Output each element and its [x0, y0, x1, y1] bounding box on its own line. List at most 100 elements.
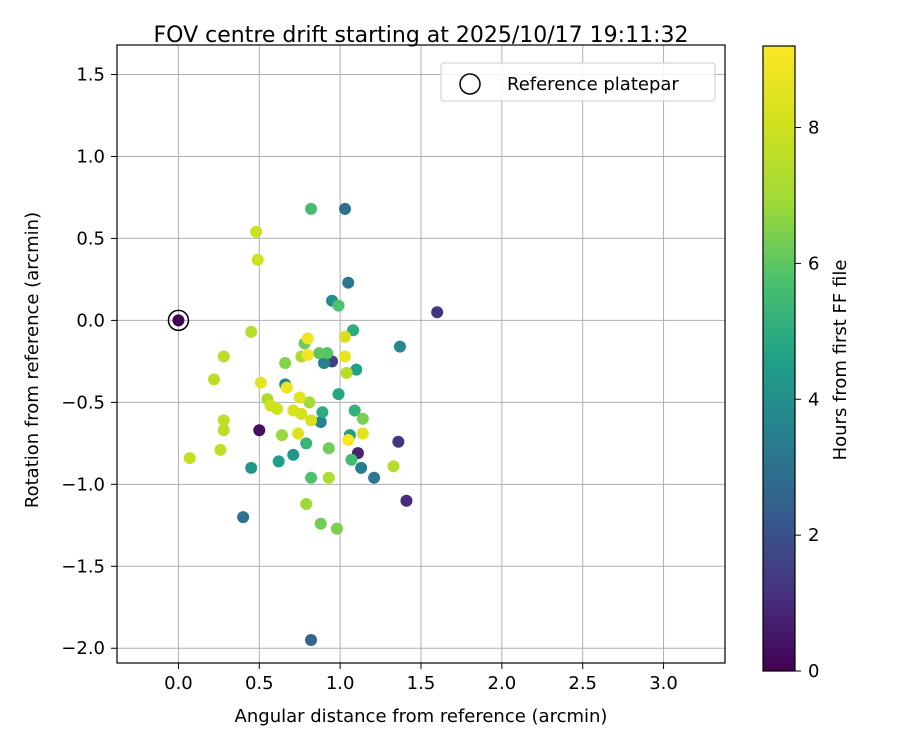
colorbar-tick-label: 4 [808, 389, 819, 410]
scatter-point [330, 522, 343, 535]
scatter-point [350, 363, 363, 376]
scatter-point [251, 253, 264, 266]
x-tick-label: 2.5 [568, 673, 597, 694]
y-axis-label: Rotation from reference (arcmin) [22, 212, 43, 508]
scatter-point [314, 517, 327, 530]
scatter-point [217, 414, 230, 427]
scatter-point [237, 511, 250, 524]
scatter-point [301, 332, 314, 345]
x-tick-label: 2.0 [488, 673, 517, 694]
scatter-point [392, 435, 405, 448]
x-tick-label: 1.5 [407, 673, 436, 694]
x-tick-label: 3.0 [649, 673, 678, 694]
scatter-point [287, 448, 300, 461]
scatter-point [214, 443, 227, 456]
scatter-point [300, 497, 313, 510]
scatter-point [347, 324, 360, 337]
scatter-point [250, 225, 263, 238]
scatter-point [368, 471, 381, 484]
y-tick-label: 1.0 [76, 146, 105, 167]
x-tick-label: 1.0 [326, 673, 355, 694]
scatter-point [345, 453, 358, 466]
scatter-point [301, 348, 314, 361]
scatter-point [305, 634, 318, 647]
scatter-point [355, 461, 368, 474]
scatter-point [316, 406, 329, 419]
scatter-point [271, 402, 284, 415]
scatter-point [305, 471, 318, 484]
scatter-point [339, 330, 351, 343]
scatter-point [400, 494, 413, 507]
scatter-point [303, 396, 316, 409]
colorbar-tick-label: 2 [808, 525, 819, 546]
x-axis-label: Angular distance from reference (arcmin) [235, 706, 608, 727]
colorbar-tick-label: 8 [808, 118, 819, 139]
y-tick-label: 0.5 [76, 228, 105, 249]
scatter-point [332, 299, 345, 312]
scatter-point [275, 429, 288, 442]
scatter-point [317, 357, 330, 370]
x-axis-ticks: 0.0 0.5 1.0 1.5 2.0 2.5 3.0 [164, 663, 678, 694]
legend-label: Reference platepar [507, 74, 679, 95]
scatter-point [305, 414, 318, 427]
scatter-point [313, 347, 326, 360]
scatter-point [245, 461, 258, 474]
scatter-point [342, 276, 355, 289]
reference-marker [167, 309, 190, 332]
scatter-point [305, 202, 318, 215]
colorbar-gradient [763, 46, 795, 671]
chart-title: FOV centre drift starting at 2025/10/17 … [154, 23, 689, 48]
colorbar: 0 2 4 6 8 Hours from first FF file [762, 45, 851, 682]
scatter-point [272, 455, 285, 468]
scatter-point [339, 350, 351, 363]
scatter-point [245, 325, 258, 338]
y-tick-label: −2.0 [61, 638, 105, 659]
scatter-point [356, 412, 369, 425]
y-tick-label: −0.5 [61, 392, 105, 413]
scatter-point [183, 452, 196, 465]
y-tick-label: −1.5 [61, 556, 105, 577]
scatter-point [292, 427, 305, 440]
scatter-point [393, 340, 406, 353]
scatter-point [208, 373, 221, 386]
y-axis-ticks: 1.5 1.0 0.5 0.0 −0.5 −1.0 −1.5 −2.0 [61, 65, 117, 659]
legend-box [440, 62, 716, 102]
colorbar-label: Hours from first FF file [830, 260, 851, 461]
legend-marker-icon [459, 73, 481, 95]
x-tick-label: 0.0 [164, 673, 193, 694]
scatter-point [300, 437, 313, 450]
colorbar-tick-label: 6 [808, 253, 819, 274]
plot-frame [116, 44, 726, 664]
scatter-point [287, 404, 300, 417]
scatter-point [172, 314, 185, 327]
scatter-point [348, 404, 361, 417]
scatter-point [280, 381, 293, 394]
scatter-point [356, 427, 369, 440]
y-tick-label: −1.0 [61, 474, 105, 495]
scatter-point [253, 424, 266, 437]
scatter-point [322, 442, 335, 455]
scatter-point [342, 434, 355, 447]
scatter-point [279, 357, 292, 370]
scatter-point [217, 424, 230, 437]
scatter-point [217, 350, 230, 363]
y-gridlines [117, 74, 725, 649]
x-gridlines [177, 45, 665, 663]
scatter-point [339, 202, 351, 215]
colorbar-tick-label: 0 [808, 661, 819, 682]
scatter-point [431, 306, 444, 319]
scatter-points [172, 202, 444, 647]
scatter-point [322, 471, 335, 484]
scatter-point [332, 388, 345, 401]
colorbar-frame [762, 45, 796, 672]
scatter-point [254, 376, 267, 389]
scatter-point [314, 416, 327, 429]
scatter-point [340, 366, 353, 379]
colorbar-ticks: 0 2 4 6 8 [795, 118, 819, 682]
legend: Reference platepar [440, 62, 716, 102]
x-tick-label: 0.5 [245, 673, 274, 694]
scatter-point [387, 460, 400, 473]
y-tick-label: 0.0 [76, 310, 105, 331]
scatter-point [293, 391, 306, 404]
